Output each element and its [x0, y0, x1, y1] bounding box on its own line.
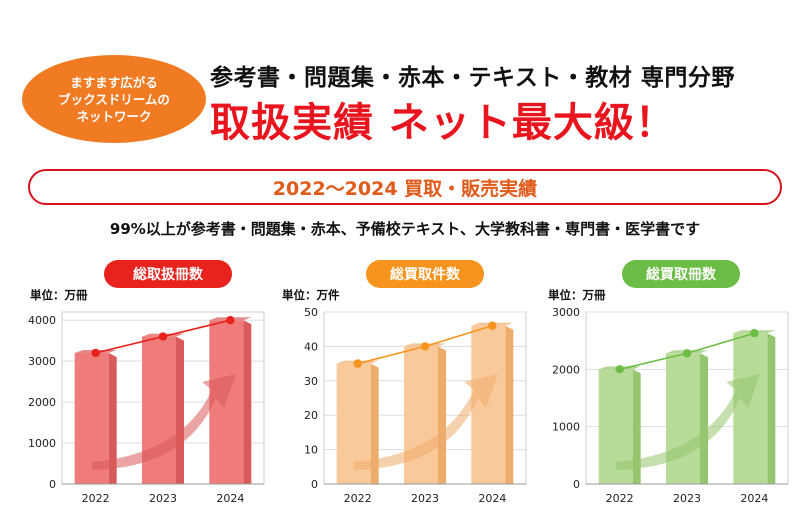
bar-side [370, 363, 379, 484]
network-badge: ますます広がる ブックスドリームの ネットワーク [22, 55, 206, 143]
content-note: 99%以上が参考書・問題集・赤本、予備校テキスト、大学教科書・専門書・医学書です [109, 220, 701, 238]
chart-purchase-cases: 0 10 20 30 40 50 2022 2023 2024 [304, 306, 527, 505]
badge-line-2: ブックスドリームの [58, 91, 170, 107]
chart-total-handled: 0 1000 2000 3000 4000 2022 2023 2024 [28, 311, 265, 505]
bar [471, 325, 506, 484]
period-banner: 2022～2024 買取・販売実績 [28, 169, 782, 205]
bar [733, 333, 768, 484]
y-tick-label: 2000 [552, 363, 580, 376]
trend-point [682, 349, 692, 358]
trend-point [226, 315, 235, 325]
trend-point [353, 359, 362, 368]
y-tick-label: 10 [304, 444, 318, 457]
x-tick-label: 2022 [606, 492, 634, 505]
chart-unit-total-handled: 単位：万冊 [30, 288, 88, 302]
trend-point [420, 342, 430, 351]
y-tick-label: 40 [304, 340, 318, 353]
y-tick-label: 50 [304, 306, 318, 319]
chart-unit-purchase-books: 単位：万冊 [548, 288, 606, 302]
growth-arrow [616, 374, 760, 470]
trend-point [750, 329, 759, 338]
bar-side [176, 336, 184, 484]
y-tick-label: 4000 [28, 314, 56, 327]
page-subtitle: 参考書・問題集・赤本・テキスト・教材 専門分野 [210, 65, 735, 91]
chart-title-purchase-cases: 総買取件数 [366, 260, 484, 288]
growth-arrow [92, 374, 236, 470]
bar-side [767, 333, 776, 484]
x-tick-label: 2022 [82, 492, 110, 505]
y-tick-label: 3000 [552, 306, 580, 319]
y-tick-label: 2000 [28, 396, 56, 409]
bar [142, 336, 176, 484]
chart-title-purchase-books: 総買取冊数 [622, 260, 740, 288]
bar [209, 320, 244, 484]
y-tick-label: 1000 [552, 421, 580, 434]
y-tick-label: 1000 [28, 437, 56, 450]
trend-point [615, 365, 624, 374]
x-tick-label: 2024 [740, 492, 768, 505]
page-title: 取扱実績 ネット最大級！ [210, 100, 676, 146]
growth-arrow [354, 374, 498, 470]
x-tick-label: 2023 [411, 492, 439, 505]
y-tick-label: 30 [304, 375, 318, 388]
trend-point [158, 332, 168, 341]
y-tick-label: 3000 [28, 355, 56, 368]
chart-title-total-handled: 総取扱冊数 [104, 260, 232, 288]
trend-point [91, 348, 100, 358]
y-tick-label: 0 [311, 478, 318, 491]
bar-side [700, 353, 708, 484]
x-tick-label: 2024 [216, 492, 244, 505]
y-tick-label: 0 [49, 478, 56, 491]
x-tick-label: 2023 [673, 492, 701, 505]
badge-line-3: ネットワーク [76, 108, 152, 124]
bar-side [438, 346, 446, 484]
badge-line-1: ますます広がる [70, 74, 158, 90]
trend-point [488, 321, 497, 330]
chart-unit-purchase-cases: 単位：万件 [282, 288, 340, 302]
x-tick-label: 2024 [478, 492, 506, 505]
x-tick-label: 2023 [149, 492, 177, 505]
bar-side [243, 320, 252, 484]
y-tick-label: 20 [304, 409, 318, 422]
bar-side [108, 352, 117, 484]
bar-side [632, 369, 641, 484]
x-tick-label: 2022 [344, 492, 372, 505]
bar [404, 346, 438, 484]
chart-purchase-books: 0 1000 2000 3000 2022 2023 2024 [552, 306, 789, 505]
bar-side [505, 325, 514, 484]
y-tick-label: 0 [573, 478, 580, 491]
bar [666, 353, 700, 484]
